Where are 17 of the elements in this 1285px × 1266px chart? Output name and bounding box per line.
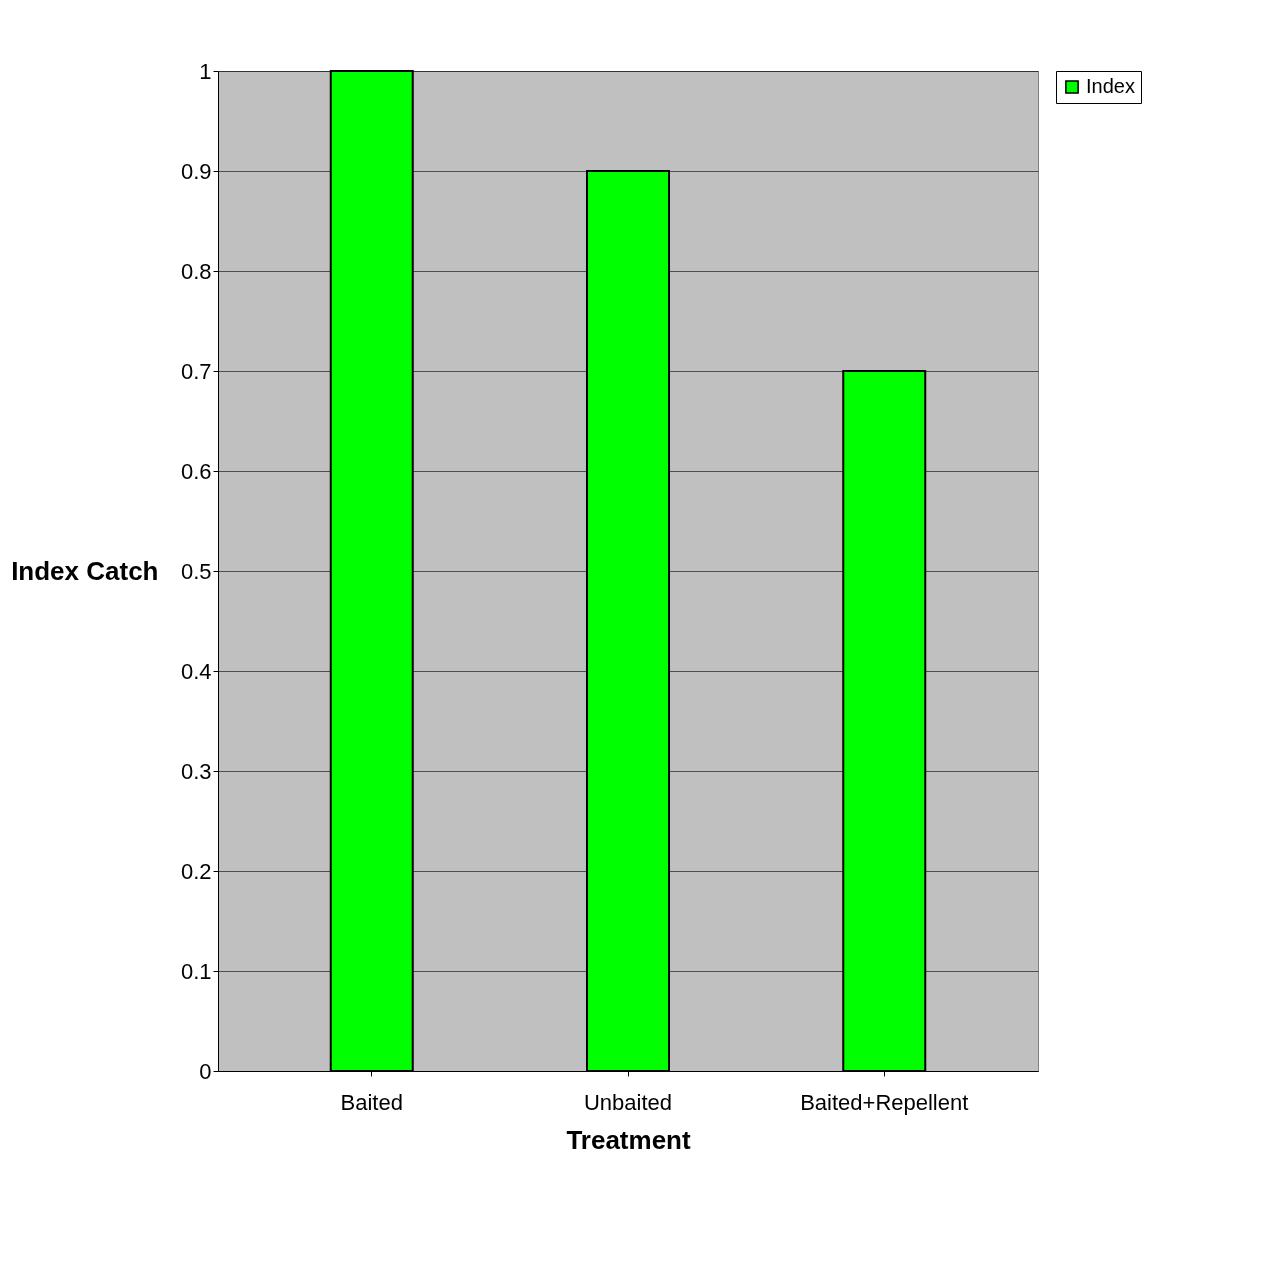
x-tick-label: Unbaited: [583, 1089, 673, 1115]
x-tick-label: Baited: [340, 1089, 403, 1115]
y-tick-label: 0.4: [180, 658, 212, 684]
y-tick-label: 1: [199, 58, 212, 84]
y-tick-label: 0.7: [180, 358, 212, 384]
x-tick-label: Baited+Repellent: [800, 1089, 969, 1115]
y-axis-title: Index Catch: [11, 555, 159, 586]
y-tick-label: 0.2: [180, 858, 212, 884]
y-tick-label: 0.5: [180, 558, 212, 584]
y-tick-label: 0.3: [180, 758, 212, 784]
y-tick-label: 0: [199, 1058, 212, 1084]
y-tick-label: 0.1: [180, 958, 212, 984]
y-tick-label: 0.6: [180, 458, 212, 484]
y-tick-label: 0.8: [180, 258, 212, 284]
y-tick-label: 0.9: [180, 158, 212, 184]
legend-label: Index: [1086, 75, 1135, 97]
x-axis-title: Treatment: [566, 1124, 691, 1155]
